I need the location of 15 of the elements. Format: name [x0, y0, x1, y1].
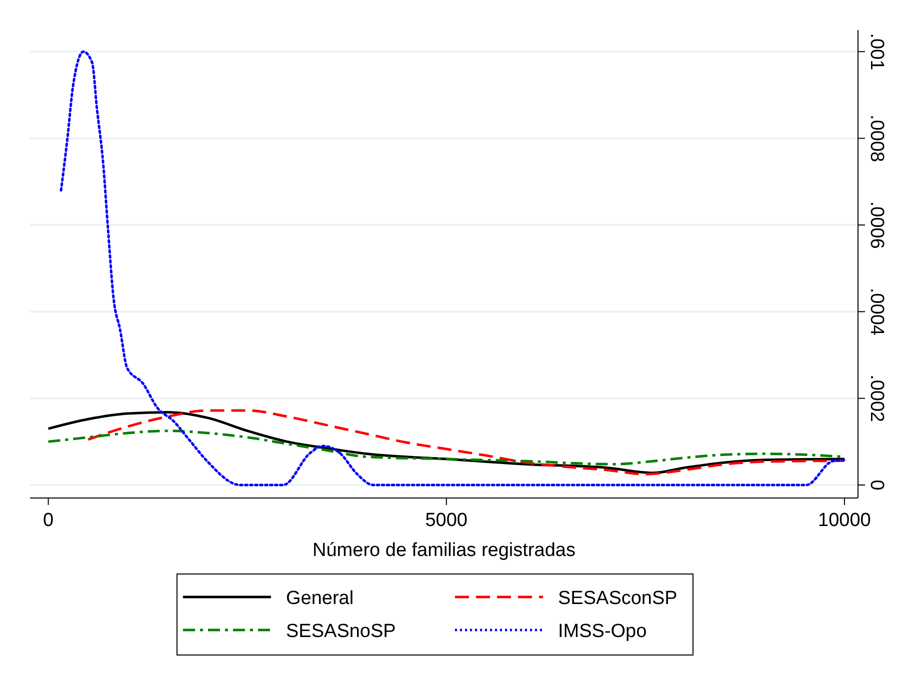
y-tick-label: .0004 — [866, 288, 887, 336]
y-tick-label: .0002 — [866, 374, 887, 422]
x-axis-title: Número de familias registradas — [312, 540, 576, 561]
y-tick-label: .0008 — [866, 114, 887, 162]
y-tick-label: .0006 — [866, 201, 887, 249]
legend-label: SESASconSP — [558, 588, 678, 609]
x-tick-label: 10000 — [818, 510, 871, 531]
legend-label: SESASnoSP — [286, 621, 396, 642]
x-tick-label: 0 — [43, 510, 54, 531]
y-tick-label: 0 — [866, 480, 887, 490]
line-series — [60, 50, 846, 486]
legend-label: IMSS-Opo — [558, 621, 647, 642]
x-tick-label: 5000 — [425, 510, 468, 531]
legend-label: General — [286, 588, 354, 609]
y-tick-label: .001 — [866, 33, 887, 70]
